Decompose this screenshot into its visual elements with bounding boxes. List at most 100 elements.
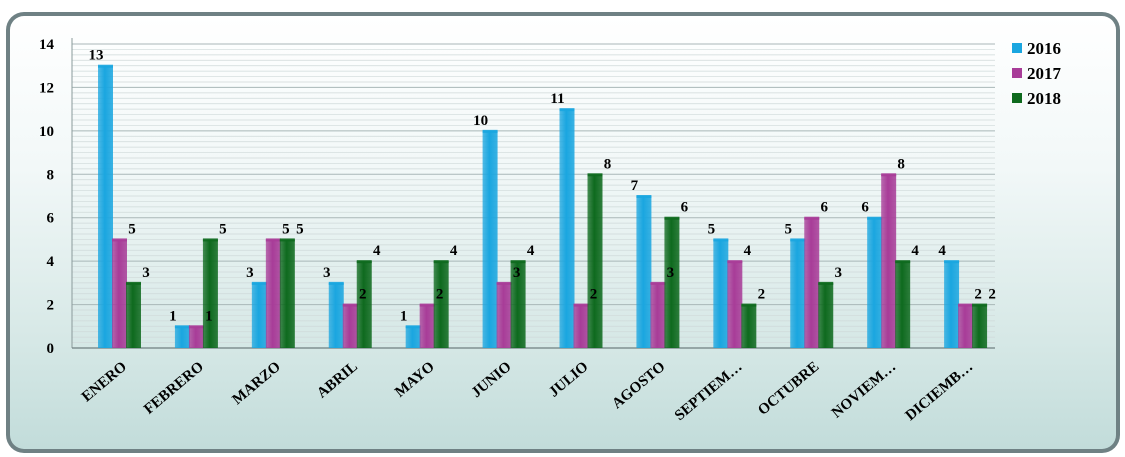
- data-label: 4: [450, 243, 458, 259]
- data-label: 3: [142, 265, 150, 281]
- data-label: 4: [373, 243, 381, 259]
- legend-label: 2018: [1027, 89, 1061, 108]
- bar: [944, 261, 960, 348]
- data-label: 3: [323, 265, 331, 281]
- data-label: 1: [400, 308, 408, 324]
- data-label: 1: [169, 308, 177, 324]
- data-label: 2: [359, 287, 367, 303]
- y-tick-label: 6: [47, 211, 55, 227]
- y-tick-label: 0: [47, 341, 55, 357]
- bar-top: [405, 325, 421, 329]
- bar-top: [804, 216, 820, 220]
- data-label: 8: [604, 156, 612, 172]
- x-tick-label: ABRIL: [314, 359, 361, 402]
- bar: [405, 326, 421, 348]
- bar: [419, 304, 435, 348]
- data-label: 2: [758, 287, 766, 303]
- bar: [664, 217, 680, 348]
- legend: 2016 2017 2018: [1012, 39, 1062, 108]
- x-tick-label: NOVIEM…: [829, 359, 899, 422]
- data-label: 4: [527, 243, 535, 259]
- bar: [727, 261, 743, 348]
- x-tick-label: AGOSTO: [609, 359, 668, 412]
- bar: [98, 65, 113, 348]
- data-label: 5: [282, 221, 290, 237]
- bar-top: [636, 195, 652, 198]
- y-tick-label: 8: [47, 167, 55, 183]
- bar: [804, 217, 820, 348]
- bar: [202, 239, 218, 348]
- bar: [587, 174, 603, 348]
- legend-swatch: [1012, 93, 1022, 103]
- x-tick-label: JUNIO: [469, 359, 515, 401]
- bar-top: [958, 303, 974, 307]
- data-label: 6: [861, 200, 869, 216]
- bar-top: [727, 260, 743, 264]
- bar: [433, 261, 449, 348]
- bar-top: [867, 216, 883, 220]
- data-label: 3: [513, 265, 521, 281]
- bar: [126, 282, 141, 348]
- bar: [867, 217, 883, 348]
- x-tick-label: JULIO: [546, 359, 591, 401]
- bar-top: [98, 64, 113, 68]
- bar-top: [972, 303, 988, 307]
- data-label: 5: [219, 221, 227, 237]
- data-label: 4: [911, 243, 919, 259]
- bar: [188, 326, 204, 348]
- y-tick-label: 10: [39, 124, 54, 140]
- bar: [741, 304, 757, 348]
- bar: [573, 304, 589, 348]
- x-tick-label: MARZO: [230, 359, 284, 408]
- bar-top: [559, 108, 575, 112]
- bar-top: [818, 281, 834, 285]
- bar: [713, 239, 729, 348]
- bar-top: [482, 129, 498, 133]
- data-label: 6: [821, 200, 829, 216]
- bar: [482, 130, 498, 348]
- bar-top: [279, 238, 295, 242]
- bar-top: [251, 281, 267, 285]
- bar-top: [328, 281, 344, 285]
- bar: [510, 261, 526, 348]
- data-label: 7: [631, 178, 639, 194]
- data-label: 3: [246, 265, 254, 281]
- bar-top: [126, 281, 141, 285]
- bar-top: [895, 260, 911, 264]
- legend-swatch: [1012, 43, 1022, 53]
- bar-top: [650, 281, 666, 285]
- bar: [559, 109, 575, 349]
- data-label: 3: [835, 265, 843, 281]
- bar-top: [664, 216, 680, 220]
- bar-top: [881, 173, 897, 177]
- data-label: 13: [89, 48, 104, 64]
- y-tick-label: 2: [47, 298, 55, 314]
- bar: [174, 326, 190, 348]
- data-label: 1: [205, 308, 213, 324]
- x-tick-label: ENERO: [79, 359, 130, 406]
- bar: [496, 282, 512, 348]
- bar: [895, 261, 911, 348]
- bar-top: [433, 260, 449, 264]
- bar-top: [265, 238, 281, 242]
- bar-top: [713, 238, 729, 242]
- bar: [112, 239, 127, 348]
- data-label: 2: [974, 287, 982, 303]
- bar: [818, 282, 834, 348]
- bar: [790, 239, 806, 348]
- x-tick-label: OCTUBRE: [755, 359, 822, 419]
- bar: [328, 282, 344, 348]
- data-label: 2: [590, 287, 598, 303]
- data-label: 4: [744, 243, 752, 259]
- data-label: 5: [296, 221, 304, 237]
- bar: [342, 304, 358, 348]
- bar: [958, 304, 974, 348]
- bar-top: [188, 325, 204, 329]
- bar: [972, 304, 988, 348]
- bar-top: [112, 238, 127, 242]
- bar: [265, 239, 281, 348]
- y-tick-label: 14: [39, 37, 55, 53]
- bar: [356, 261, 372, 348]
